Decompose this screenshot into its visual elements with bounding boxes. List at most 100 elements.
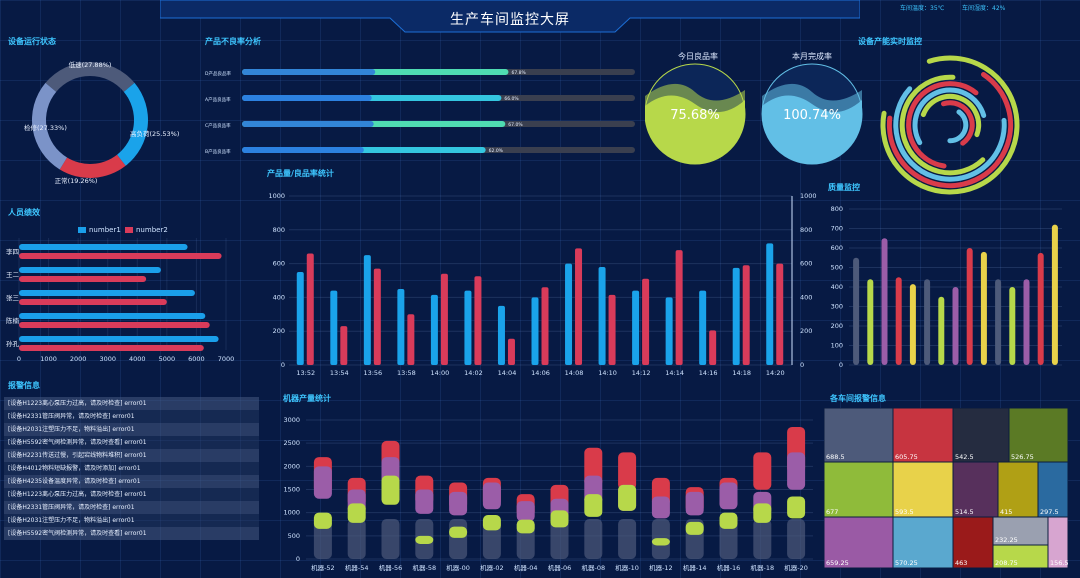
machine-bar[interactable]: [651, 496, 670, 519]
output-bar[interactable]: [363, 255, 371, 365]
treemap-cell[interactable]: [824, 408, 894, 463]
donut-slice[interactable]: [59, 154, 126, 178]
quality-bar[interactable]: [881, 238, 888, 365]
machine-bar[interactable]: [449, 526, 468, 538]
treemap-cell[interactable]: [1037, 461, 1068, 518]
staff-bar-n2[interactable]: [19, 276, 147, 282]
alarm-row[interactable]: [设备H2331管压阀异常，请及时检查] error01: [4, 501, 259, 514]
machine-bar[interactable]: [415, 535, 434, 544]
alarm-list[interactable]: [设备H1223离心泵压力过高，请及时检查] error01 [设备H2331管压…: [4, 397, 259, 553]
machine-bar[interactable]: [516, 519, 535, 534]
staff-bar-n2[interactable]: [19, 253, 222, 259]
output-bar[interactable]: [497, 305, 505, 365]
machine-bar[interactable]: [482, 514, 501, 531]
machine-bar[interactable]: [516, 501, 535, 522]
output-bar[interactable]: [699, 290, 707, 365]
output-bar[interactable]: [407, 314, 415, 365]
alarm-row[interactable]: [设备H2031注塑压力不足，物料溢出] error01: [4, 514, 259, 527]
output-bar[interactable]: [665, 297, 673, 365]
treemap-cell[interactable]: [952, 516, 994, 568]
output-bar[interactable]: [675, 250, 683, 365]
alarm-row[interactable]: [设备H2231传送过慢，引起宕线物料堆积] error01: [4, 449, 259, 462]
quality-bar[interactable]: [966, 248, 973, 365]
quality-bar[interactable]: [924, 279, 931, 365]
output-bar[interactable]: [541, 287, 549, 365]
output-bar[interactable]: [306, 253, 314, 365]
machine-bar[interactable]: [550, 510, 569, 528]
alarm-row[interactable]: [设备H4235设备温度异常，请及时检查] error01: [4, 475, 259, 488]
machine-bar[interactable]: [618, 452, 637, 490]
output-bar[interactable]: [732, 267, 740, 365]
donut-slice[interactable]: [117, 82, 148, 166]
quality-bar[interactable]: [995, 279, 1002, 365]
machine-bar[interactable]: [719, 482, 738, 510]
output-bar[interactable]: [507, 338, 515, 365]
machine-bar[interactable]: [347, 503, 366, 523]
treemap-cell[interactable]: [1008, 408, 1068, 463]
output-bar[interactable]: [296, 272, 304, 365]
quality-bar[interactable]: [1009, 287, 1016, 365]
output-bar[interactable]: [709, 330, 717, 365]
staff-bar-n2[interactable]: [19, 322, 210, 328]
machine-bar[interactable]: [381, 475, 400, 505]
donut-slice[interactable]: [45, 62, 135, 92]
alarm-row[interactable]: [设备H1223离心泵压力过高，请及时检查] error01: [4, 488, 259, 501]
quality-bar[interactable]: [909, 284, 916, 365]
machine-bar[interactable]: [719, 512, 738, 529]
quality-bar[interactable]: [1051, 224, 1058, 365]
staff-bar-n2[interactable]: [19, 299, 167, 305]
output-bar[interactable]: [340, 326, 348, 365]
staff-bar-n1[interactable]: [19, 244, 188, 250]
output-bar[interactable]: [608, 294, 616, 365]
treemap-cell[interactable]: [1047, 516, 1068, 568]
machine-bar[interactable]: [584, 494, 603, 517]
output-bar[interactable]: [330, 290, 338, 365]
quality-bar[interactable]: [853, 257, 860, 365]
quality-bar[interactable]: [952, 287, 959, 365]
quality-bar[interactable]: [1037, 252, 1044, 365]
treemap-cell[interactable]: [892, 461, 954, 518]
machine-bar[interactable]: [787, 496, 806, 519]
output-bar[interactable]: [531, 297, 539, 365]
machine-bar[interactable]: [753, 503, 772, 523]
output-bar[interactable]: [598, 266, 606, 365]
quality-bar[interactable]: [895, 277, 902, 365]
output-bar[interactable]: [464, 290, 472, 365]
machine-bar[interactable]: [313, 512, 332, 529]
machine-bar[interactable]: [685, 521, 704, 535]
machine-bar[interactable]: [787, 452, 806, 490]
machine-bar[interactable]: [685, 491, 704, 516]
machine-bar[interactable]: [618, 484, 637, 511]
quality-bar[interactable]: [980, 251, 987, 365]
output-bar[interactable]: [397, 288, 405, 365]
staff-bar-n2[interactable]: [19, 345, 204, 351]
output-bar[interactable]: [776, 263, 784, 365]
output-bar[interactable]: [565, 263, 573, 365]
alarm-row[interactable]: [设备H2031注塑压力不足，物料溢出] error01: [4, 423, 259, 436]
alarm-row[interactable]: [设备H5592密气阀检测异常，请及时查看] error01: [4, 527, 259, 540]
output-bar[interactable]: [766, 243, 774, 365]
output-bar[interactable]: [373, 268, 381, 365]
machine-bar[interactable]: [415, 489, 434, 514]
quality-bar[interactable]: [938, 296, 945, 365]
output-bar[interactable]: [575, 248, 583, 365]
alarm-row[interactable]: [设备H5592密气阀检测异常，请及时查看] error01: [4, 436, 259, 449]
quality-bar[interactable]: [867, 279, 874, 365]
staff-bar-n1[interactable]: [19, 290, 195, 296]
machine-bar[interactable]: [313, 466, 332, 499]
staff-bar-n1[interactable]: [19, 336, 219, 342]
alarm-row[interactable]: [设备H4012物料短缺报警，请及时添加] error01: [4, 462, 259, 475]
donut-slice[interactable]: [31, 82, 68, 170]
machine-bar[interactable]: [482, 482, 501, 510]
output-bar[interactable]: [474, 276, 482, 365]
output-bar[interactable]: [440, 273, 448, 365]
machine-bar[interactable]: [449, 491, 468, 516]
output-bar[interactable]: [742, 265, 750, 365]
treemap-cell[interactable]: [952, 408, 1010, 463]
machine-bar[interactable]: [651, 538, 670, 546]
output-bar[interactable]: [632, 290, 640, 365]
machine-bar[interactable]: [753, 452, 772, 490]
output-bar[interactable]: [430, 294, 438, 365]
output-bar[interactable]: [642, 278, 650, 365]
alarm-row[interactable]: [设备H2331管压阀异常，请及时检查] error01: [4, 410, 259, 423]
